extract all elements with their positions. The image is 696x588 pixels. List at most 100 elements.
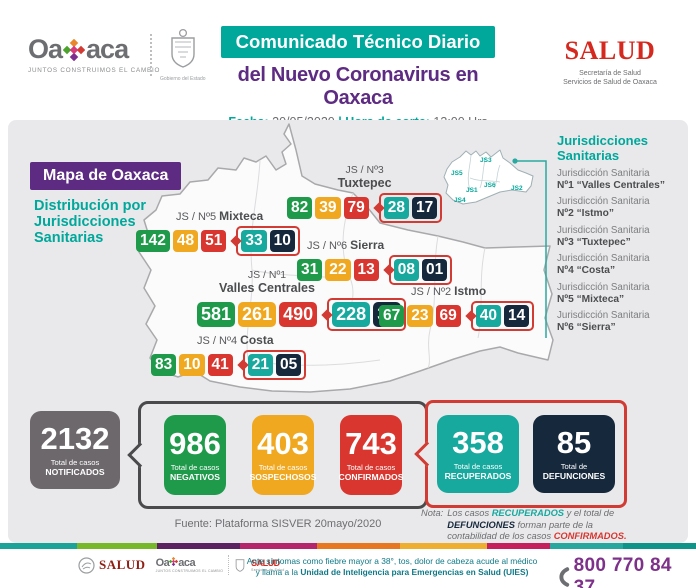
salud-federal-logo: SALUD — [78, 556, 146, 574]
region-tuxtepec: JS / Nº3 Tuxtepec 82 39 79 28 17 — [287, 164, 443, 224]
stat-recuperados-value: 358 — [452, 424, 504, 460]
sidebar-item-js6: Jurisdicción Sanitaria Nº6 “Sierra” — [557, 310, 650, 334]
stat-confirmados-value: 743 — [345, 425, 397, 461]
salud-logo-sub: Secretaría de Salud Servicios de Salud d… — [550, 69, 670, 88]
mixteca-defunciones: 10 — [269, 230, 295, 252]
region-valles-js: JS / Nº1 — [247, 269, 287, 281]
region-sierra-js: JS / Nº6 — [307, 240, 348, 252]
oaxaca-footer-logo: Oa aca JUNTOS CONSTRUIMOS EL CAMBIO SALUD… — [155, 555, 285, 575]
mixteca-recuperados: 33 — [241, 230, 267, 252]
region-istmo-js: JS / Nº2 — [411, 286, 452, 298]
istmo-outline-group: 40 14 — [465, 301, 535, 331]
stat-defunciones-value: 85 — [556, 424, 592, 460]
inset-label-js6: JS6 — [484, 182, 496, 189]
tuxtepec-recuperados: 28 — [383, 197, 409, 220]
header-titles: Comunicado Técnico Diario del Nuevo Coro… — [208, 26, 508, 129]
salud-logo-text: SALUD — [564, 36, 656, 65]
istmo-confirmados: 69 — [435, 305, 461, 327]
istmo-negativos: 67 — [379, 305, 405, 327]
pointer-tail — [321, 309, 333, 321]
footer: SALUD Oa aca JUNTOS CONSTRUIMOS EL CAMBIO… — [0, 549, 696, 588]
sidebar-item-js5: Jurisdicción Sanitaria Nº5 “Mixteca” — [557, 281, 650, 305]
tuxtepec-defunciones: 17 — [412, 197, 438, 220]
page-title: Comunicado Técnico Diario — [220, 26, 496, 58]
phone-icon — [559, 567, 570, 587]
footer-logos: SALUD Oa aca JUNTOS CONSTRUIMOS EL CAMBIO… — [78, 555, 285, 575]
stat-defunciones: 85 Total de DEFUNCIONES — [533, 415, 615, 493]
inset-map-border — [443, 149, 534, 205]
footnote: Nota: Los casos RECUPERADOS y el total d… — [421, 508, 633, 543]
oaxaca-pinwheel-icon — [63, 38, 86, 61]
stat-confirmados: 743 Total de casos CONFIRMADOS — [339, 415, 403, 495]
salud-sub1: Secretaría de Salud — [579, 70, 641, 77]
region-mixteca: JS / Nº5 Mixteca 142 48 51 33 10 — [136, 209, 300, 256]
hotline-number: 800 770 84 37 — [573, 555, 672, 588]
region-tuxtepec-name: Tuxtepec — [337, 175, 392, 190]
header: Oa aca JUNTOS CONSTRUIMOS EL CAMBIO Gobi… — [0, 0, 696, 129]
istmo-sospechosos: 23 — [407, 305, 433, 327]
sidebar-title: Jurisdicciones Sanitarias — [557, 133, 649, 163]
source-note: Fuente: Plataforma SISVER 20mayo/2020 — [174, 518, 382, 530]
page-subtitle: del Nuevo Coronavirus en Oaxaca — [237, 64, 479, 109]
inset-label-js2: JS2 — [511, 185, 523, 192]
region-istmo: JS / Nº2 Istmo 67 23 69 40 14 — [379, 284, 535, 331]
region-costa: JS / Nº4 Costa 83 10 41 21 05 — [151, 333, 307, 380]
valles-confirmados: 490 — [279, 302, 318, 328]
stat-sospechosos: 403 Total de casos SOSPECHOSOS — [250, 415, 316, 495]
mixteca-outline-group: 33 10 — [230, 226, 300, 256]
region-sierra-label: JS / Nº6 Sierra — [307, 238, 452, 252]
inset-label-js4: JS4 — [454, 197, 466, 204]
oaxaca-logo-text-2: aca — [86, 34, 129, 64]
inset-label-js5: JS5 — [451, 170, 463, 177]
region-costa-js: JS / Nº4 — [197, 335, 238, 347]
costa-confirmados: 41 — [207, 354, 233, 376]
tuxtepec-confirmados: 79 — [343, 197, 369, 220]
pointer-tail — [373, 202, 385, 214]
mixteca-sospechosos: 48 — [172, 230, 199, 252]
region-tuxtepec-label: JS / Nº3 Tuxtepec — [287, 164, 442, 190]
map-subtitle: Distribución por Jurisdicciones Sanitari… — [34, 198, 146, 247]
valles-negativos: 581 — [197, 302, 236, 328]
stat-notificados-value: 2132 — [40, 420, 110, 456]
region-valles-name: Valles Centrales — [219, 280, 315, 295]
inset-borders — [467, 154, 501, 191]
sidebar-item-js2: Jurisdicción Sanitaria Nº2 “Istmo” — [557, 196, 650, 220]
region-costa-label: JS / Nº4 Costa — [197, 333, 306, 347]
salud-oaxaca-logo: SALUD Servicios de Salud — [251, 558, 285, 572]
sierra-confirmados: 13 — [353, 259, 379, 281]
region-mixteca-js: JS / Nº5 — [176, 211, 217, 223]
tested-group-outline: 986 Total de casos NEGATIVOS 403 Total d… — [127, 401, 428, 509]
hotline: 800 770 84 37 — [556, 555, 696, 588]
region-valles-centrales: JS / Nº1 Valles Centrales 581 261 490 22… — [197, 269, 407, 332]
inset-label-js1: JS1 — [466, 187, 478, 194]
footer-logo-divider — [228, 555, 230, 575]
pointer-tail — [237, 359, 249, 371]
color-stripe — [0, 543, 696, 549]
salud-sub2: Servicios de Salud de Oaxaca — [563, 79, 657, 87]
pointer-tail — [465, 310, 477, 322]
sierra-sospechosos: 22 — [325, 259, 351, 281]
state-crest-caption: Gobierno del Estado — [160, 76, 206, 82]
region-sierra-name: Sierra — [350, 238, 385, 252]
valles-sospechosos: 261 — [238, 302, 277, 328]
state-crest-icon: Gobierno del Estado — [160, 28, 206, 82]
sidebar-item-js1: Jurisdicción Sanitaria Nº1 “Valles Centr… — [557, 168, 665, 192]
oaxaca-logo-text-1: Oa — [28, 34, 63, 64]
oaxaca-logo: Oa aca JUNTOS CONSTRUIMOS EL CAMBIO — [28, 34, 160, 74]
region-istmo-label: JS / Nº2 Istmo — [411, 284, 534, 298]
main-panel: Mapa de Oaxaca Distribución por Jurisdic… — [8, 120, 688, 543]
stat-negativos: 986 Total de casos NEGATIVOS — [164, 415, 226, 495]
state-crest-icon — [235, 559, 245, 572]
mixteca-negativos: 142 — [136, 230, 170, 252]
costa-sospechosos: 10 — [179, 354, 205, 376]
valles-recuperados: 228 — [332, 302, 371, 328]
oaxaca-logo-tagline: JUNTOS CONSTRUIMOS EL CAMBIO — [28, 67, 161, 74]
sierra-negativos: 31 — [297, 259, 323, 281]
sidebar-item-js3: Jurisdicción Sanitaria Nº3 “Tuxtepec” — [557, 224, 650, 248]
istmo-recuperados: 40 — [475, 305, 501, 327]
region-sierra: JS / Nº6 Sierra 31 22 13 08 01 — [297, 238, 453, 285]
header-divider — [150, 34, 152, 76]
region-mixteca-label: JS / Nº5 Mixteca — [176, 209, 300, 223]
costa-recuperados: 21 — [247, 354, 273, 376]
